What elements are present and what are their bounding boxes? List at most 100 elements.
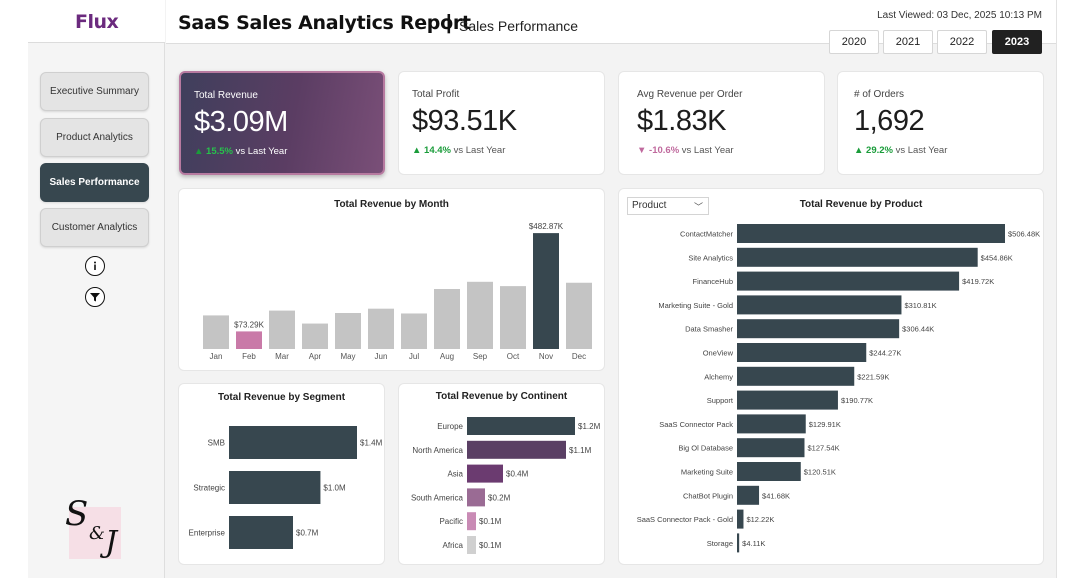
continent-bar-north-america [467,440,566,459]
month-tick-label: Apr [309,352,322,361]
product-bar-big-ol-database [737,438,805,458]
page-subtitle: Sales Performance [459,18,579,34]
nav-label: Product Analytics [56,132,133,143]
year-button-2022[interactable]: 2022 [937,30,987,54]
sidebar: Flux Executive Summary Product Analytics… [28,0,165,578]
product-bar-marketing-suite-gold [737,295,902,315]
month-bar-apr [302,323,328,349]
month-bar-sep [467,281,493,349]
product-category-label: Site Analytics [688,253,733,262]
chart-title: Total Revenue by Continent [435,391,568,402]
year-button-2023[interactable]: 2023 [992,30,1042,54]
month-tick-label: May [340,352,355,361]
product-data-label: $12.22K [746,515,774,524]
month-bar-jul [401,313,427,349]
nav-label: Executive Summary [50,86,139,97]
segment-data-label: $1.0M [323,484,346,493]
kpi-total-profit: Total Profit $93.51K ▲ 14.4% vs Last Yea… [398,71,605,175]
month-bar-aug [434,289,460,349]
kpi-value: $3.09M [194,106,288,138]
product-category-label: Marketing Suite - Gold [658,301,733,310]
app-logo: Flux [75,11,119,33]
product-data-label: $221.59K [857,372,889,381]
nav-sales-performance[interactable]: Sales Performance [40,163,149,202]
kpi-avg-revenue-per-order: Avg Revenue per Order $1.83K ▼ -10.6% vs… [618,71,825,175]
product-bar-support [737,390,838,410]
month-data-label: $73.29K [234,320,264,329]
month-bar-jan [203,315,229,349]
continent-category-label: Europe [437,422,463,431]
kpi-value: 1,692 [854,105,925,137]
nav-executive-summary[interactable]: Executive Summary [40,72,149,111]
signature-logo: S & J [65,497,121,560]
month-tick-label: Feb [242,352,256,361]
product-bar-data-smasher [737,319,900,339]
month-bar-may [335,313,361,349]
segment-category-label: SMB [208,439,225,448]
continent-bar-south-america [467,488,485,507]
kpi-delta-suffix: vs Last Year [681,145,734,156]
month-tick-label: Aug [440,352,454,361]
product-dropdown[interactable]: Product ﹀ [627,197,709,215]
chart-revenue-by-segment: Total Revenue by Segment SMB $1.4M Strateg… [178,383,385,565]
segment-bar-strategic [229,471,321,504]
up-arrow-icon: ▲ [412,145,422,156]
month-tick-label: Mar [275,352,289,361]
kpi-number-of-orders: # of Orders 1,692 ▲ 29.2% vs Last Year [837,71,1044,175]
continent-bar-asia [467,464,503,483]
continent-data-label: $1.1M [569,446,592,455]
kpi-delta: ▲ 15.5% vs Last Year [194,146,287,157]
segment-category-label: Enterprise [189,529,226,538]
continent-category-label: Pacific [439,517,463,526]
month-chart-svg: Jan Feb $73.29K Mar Apr May Jun Jul Aug Sep Oct Nov… [203,222,592,361]
kpi-label: Avg Revenue per Order [637,89,743,100]
year-button-2021[interactable]: 2021 [883,30,933,54]
continent-data-label: $1.2M [578,422,601,431]
continent-data-label: $0.2M [488,493,511,502]
filter-icon[interactable] [85,287,105,307]
nav-product-analytics[interactable]: Product Analytics [40,118,149,157]
product-data-label: $454.86K [981,253,1013,262]
continent-bar-pacific [467,512,476,531]
month-tick-label: Jul [409,352,419,361]
product-data-label: $310.81K [904,301,936,310]
month-tick-label: Oct [507,352,520,361]
report-title: SaaS Sales Analytics Report [178,12,471,34]
product-bar-oneview [737,343,867,362]
product-data-label: $41.68K [762,491,790,500]
segment-data-label: $0.7M [296,529,319,538]
product-dropdown-value: Product [632,200,667,211]
nav-customer-analytics[interactable]: Customer Analytics [40,208,149,247]
kpi-delta-suffix: vs Last Year [235,146,288,157]
signature-ampersand: & [89,523,106,544]
info-icon[interactable] [85,256,105,276]
chart-revenue-by-month: Total Revenue by Month Jan Feb $73.29K Mar A… [178,188,605,371]
product-category-label: ChatBot Plugin [683,491,733,500]
last-viewed-timestamp: Last Viewed: 03 Dec, 2025 10:13 PM [877,10,1042,21]
continent-data-label: $0.4M [506,470,529,479]
continent-chart-svg: Europe $1.2M North America $1.1M Asia $0.4M So… [411,417,601,554]
month-tick-label: Dec [572,352,586,361]
month-bar-dec [566,282,592,349]
kpi-delta: ▲ 14.4% vs Last Year [412,145,505,156]
kpi-delta: ▼ -10.6% vs Last Year [637,145,734,156]
logo-area: Flux [28,0,165,43]
month-tick-label: Jan [210,352,223,361]
year-button-2020[interactable]: 2020 [829,30,879,54]
segment-bar-smb [229,426,357,459]
down-arrow-icon: ▼ [637,145,647,156]
kpi-delta: ▲ 29.2% vs Last Year [854,145,947,156]
continent-category-label: Asia [447,470,463,479]
kpi-delta-percent: 29.2% [866,145,893,156]
product-category-label: Support [707,396,734,405]
signature-letter-s: S [65,494,89,534]
month-bar-jun [368,308,394,349]
continent-bar-africa [467,536,476,554]
segment-data-label: $1.4M [360,439,383,448]
month-bar-nov [533,233,559,349]
continent-category-label: North America [412,446,463,455]
product-data-label: $306.44K [902,325,934,334]
product-bar-contactmatcher [737,224,1005,243]
continent-category-label: South America [411,493,464,502]
product-bar-storage [737,533,740,553]
